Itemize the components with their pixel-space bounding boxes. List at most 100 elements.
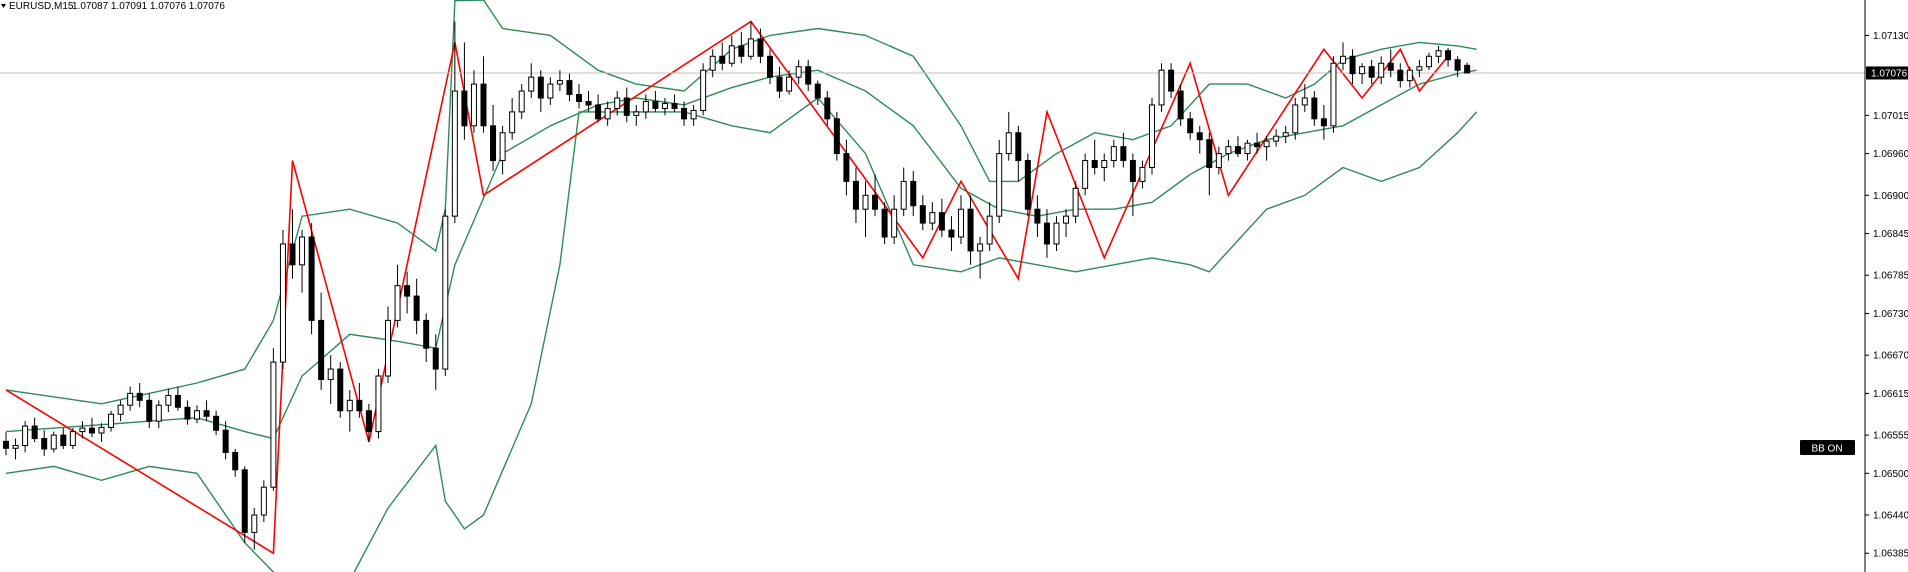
candle-body-bear — [681, 107, 688, 120]
candle-body-bull — [700, 69, 707, 112]
candle-body-bear — [537, 76, 544, 99]
bb-on-badge[interactable]: BB ON — [1800, 440, 1855, 455]
candle-body-bear — [31, 425, 38, 440]
price-tick-label: 1.06385 — [1873, 549, 1908, 560]
candle-body-bear — [413, 295, 420, 321]
candle-body-bull — [346, 399, 353, 412]
candle — [31, 417, 38, 443]
candle — [203, 400, 210, 422]
bollinger-middle-band — [5, 69, 1477, 440]
candle — [757, 28, 764, 64]
candle-body-bear — [738, 45, 745, 57]
candle-body-bear — [146, 399, 153, 422]
candle — [155, 400, 162, 429]
candle-body-bull — [1110, 146, 1117, 162]
candle — [843, 139, 850, 196]
candle — [1340, 42, 1346, 71]
bollinger-bands — [5, 0, 1478, 572]
candle — [595, 94, 602, 123]
candle-body-bear — [337, 368, 344, 412]
candle — [1359, 63, 1366, 85]
candle-body-bull — [1416, 66, 1423, 71]
candlesticks — [3, 21, 1471, 550]
candle-body-bear — [423, 319, 430, 349]
candle — [1187, 111, 1194, 140]
candle — [1234, 136, 1241, 158]
candle-body-bull — [98, 426, 105, 434]
candle — [719, 42, 726, 71]
candle-body-bull — [1273, 135, 1280, 142]
candle-body-bear — [814, 83, 821, 99]
price-tick-label: 1.07015 — [1873, 111, 1908, 122]
price-tick-label: 1.06960 — [1873, 149, 1908, 160]
candle — [289, 209, 296, 279]
header: EURUSD,M15 1.07087 1.07091 1.07076 1.070… — [1, 1, 225, 12]
candle — [938, 198, 945, 238]
candle-body-bull — [547, 83, 554, 99]
price-tick-label: 1.07130 — [1873, 31, 1908, 42]
candle — [98, 423, 105, 443]
candle — [891, 195, 898, 244]
candle-body-bear — [843, 153, 850, 182]
candle-body-bear — [852, 180, 859, 210]
candle — [910, 170, 917, 217]
price-tick-label: 1.06555 — [1873, 431, 1908, 442]
candle-body-bear — [1368, 66, 1375, 78]
candle-body-bull — [394, 285, 401, 321]
candle-body-bear — [1349, 55, 1356, 75]
candle-body-bear — [1120, 146, 1127, 162]
candle-body-bull — [795, 66, 802, 78]
candle-body-bear — [136, 392, 143, 401]
candle — [1158, 63, 1165, 112]
candle-body-bull — [1378, 62, 1385, 78]
candle — [700, 63, 707, 116]
candle — [1397, 63, 1404, 88]
candle — [1072, 181, 1079, 224]
candle — [79, 421, 86, 439]
candle-body-bear — [356, 399, 363, 412]
candle — [299, 230, 306, 293]
candle — [1273, 129, 1280, 147]
candle — [919, 195, 926, 231]
candle — [1368, 59, 1375, 85]
candle — [260, 480, 267, 522]
candle — [958, 195, 964, 244]
candle — [1406, 66, 1413, 88]
zigzag-indicator — [5, 20, 1449, 555]
candle-body-bear — [203, 410, 210, 417]
candle-body-bear — [1168, 69, 1175, 92]
candle-body-bear — [213, 415, 220, 431]
symbol-label: EURUSD,M15 — [9, 1, 74, 12]
candle — [1416, 59, 1423, 78]
candle — [1168, 63, 1175, 98]
triangle-down-icon[interactable] — [1, 4, 6, 8]
candle — [1292, 97, 1299, 140]
candle-body-bull — [1063, 215, 1070, 224]
candle — [1206, 132, 1213, 196]
price-axis[interactable]: 1.07130 1.07015 1.06960 1.06900 1.06845 1.067… — [1865, 31, 1908, 560]
candle — [394, 264, 401, 328]
candle-body-bull — [155, 404, 162, 422]
candle — [661, 97, 668, 116]
candle — [566, 73, 573, 102]
candle — [1464, 62, 1471, 74]
candle — [1435, 45, 1442, 64]
candle — [194, 405, 200, 424]
candle-body-bear — [3, 440, 9, 449]
candle-body-bull — [375, 375, 382, 433]
candle — [1053, 216, 1060, 251]
candle — [1320, 104, 1327, 140]
candle-body-bear — [1387, 62, 1394, 71]
candle — [318, 292, 325, 390]
candle — [767, 49, 773, 85]
candle-body-bull — [958, 208, 964, 238]
candle-body-bull — [1292, 104, 1299, 134]
candle — [3, 432, 9, 456]
candle-body-bull — [1435, 50, 1442, 57]
candle-body-bull — [1101, 160, 1108, 168]
candle-body-bear — [222, 429, 229, 453]
candle-body-bear — [881, 208, 888, 238]
candle-body-bull — [499, 132, 506, 162]
